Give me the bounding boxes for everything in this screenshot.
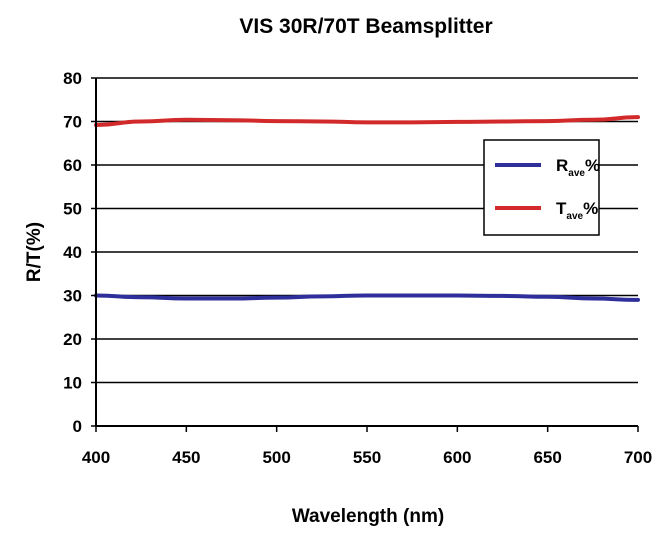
- y-tick-label: 0: [73, 417, 82, 436]
- x-tick-label: 650: [533, 448, 561, 467]
- x-tick-label: 550: [353, 448, 381, 467]
- y-tick-label: 10: [63, 374, 82, 393]
- series-line-t: [94, 115, 640, 127]
- chart-title: VIS 30R/70T Beamsplitter: [239, 15, 492, 38]
- y-tick-label: 80: [63, 69, 82, 88]
- y-tick-label: 70: [63, 113, 82, 132]
- x-tick-label: 400: [82, 448, 110, 467]
- x-tick-label: 600: [443, 448, 471, 467]
- y-tick-label: 40: [63, 243, 82, 262]
- series-layer: [94, 115, 640, 302]
- x-axis-label: Wavelength (nm): [292, 506, 444, 527]
- legend-box: [483, 139, 600, 236]
- y-tick-labels: 0 10 20 30 40 50 60 70 80: [63, 69, 96, 436]
- series-line-r: [94, 293, 640, 302]
- y-tick-label: 50: [63, 200, 82, 219]
- x-tick-label: 700: [624, 448, 652, 467]
- x-tick-label: 500: [262, 448, 290, 467]
- x-tick-label: 450: [172, 448, 200, 467]
- y-axis-label: R/T(%): [24, 222, 45, 282]
- legend: Rave%Tave%: [483, 139, 600, 236]
- y-tick-label: 30: [63, 287, 82, 306]
- legend-label-r: Rave%: [556, 156, 600, 179]
- y-tick-label: 20: [63, 330, 82, 349]
- x-tick-labels: 400 450 500 550 600 650 700: [82, 426, 652, 467]
- y-tick-label: 60: [63, 156, 82, 175]
